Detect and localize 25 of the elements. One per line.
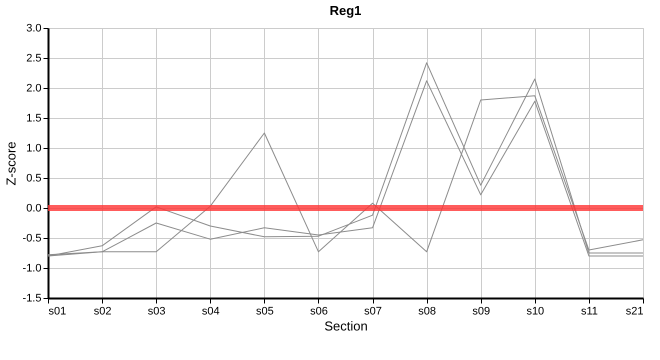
y-tick-label: 2.0 [26, 82, 42, 94]
y-tick-label: 1.5 [26, 112, 42, 124]
y-tick-label: 1.0 [26, 142, 42, 154]
x-axis-title: Section [324, 318, 368, 334]
x-tick-label: s06 [310, 306, 328, 318]
x-tick-label: s01 [48, 306, 66, 318]
x-tick-label: s03 [148, 306, 166, 318]
x-tick-label: s21 [626, 306, 644, 318]
y-tick-label: -1.5 [22, 292, 42, 304]
y-tick-label: 2.5 [26, 52, 42, 64]
x-tick-label: s02 [94, 306, 112, 318]
y-tick-label: 0.0 [26, 202, 42, 214]
y-tick-label: 3.0 [26, 22, 42, 34]
chart-title: Reg1 [330, 3, 362, 18]
y-tick-label: -0.5 [22, 232, 42, 244]
x-tick-label: s09 [472, 306, 490, 318]
x-tick-label: s05 [256, 306, 274, 318]
x-tick-label: s04 [202, 306, 220, 318]
x-tick-label: s10 [526, 306, 544, 318]
x-tick-label: s11 [580, 306, 598, 318]
y-axis-title: Z-score [4, 141, 19, 186]
y-tick-label: 0.5 [26, 172, 42, 184]
x-tick-label: s08 [418, 306, 436, 318]
y-tick-label: -1.0 [22, 262, 42, 274]
x-tick-label: s07 [364, 306, 382, 318]
